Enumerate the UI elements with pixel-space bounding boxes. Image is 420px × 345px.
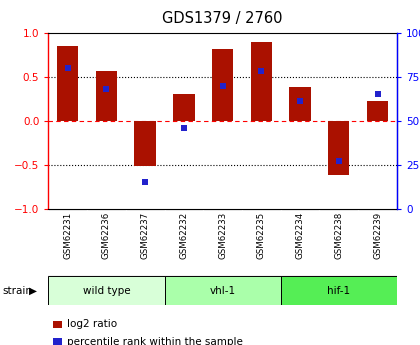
Text: GSM62235: GSM62235 bbox=[257, 212, 266, 259]
Text: hif-1: hif-1 bbox=[327, 286, 350, 296]
Bar bbox=[173, 94, 194, 121]
Bar bbox=[212, 49, 233, 121]
Bar bbox=[251, 41, 272, 121]
Text: GSM62237: GSM62237 bbox=[141, 212, 150, 259]
Text: strain: strain bbox=[2, 286, 32, 296]
Text: GSM62236: GSM62236 bbox=[102, 212, 111, 259]
Text: GSM62231: GSM62231 bbox=[63, 212, 72, 259]
Bar bbox=[328, 121, 349, 175]
Text: GSM62238: GSM62238 bbox=[334, 212, 343, 259]
Text: GSM62239: GSM62239 bbox=[373, 212, 382, 259]
Bar bbox=[367, 100, 388, 121]
Bar bbox=[57, 46, 78, 121]
Text: GSM62233: GSM62233 bbox=[218, 212, 227, 259]
Bar bbox=[134, 121, 156, 167]
Text: vhl-1: vhl-1 bbox=[210, 286, 236, 296]
Text: GSM62234: GSM62234 bbox=[296, 212, 304, 259]
Bar bbox=[281, 276, 397, 305]
Text: GSM62232: GSM62232 bbox=[179, 212, 188, 259]
Bar bbox=[165, 276, 281, 305]
Bar bbox=[289, 87, 311, 121]
Text: log2 ratio: log2 ratio bbox=[67, 319, 117, 329]
Text: ▶: ▶ bbox=[29, 286, 37, 296]
Text: wild type: wild type bbox=[83, 286, 130, 296]
Bar bbox=[48, 276, 165, 305]
Bar bbox=[96, 71, 117, 121]
Text: GDS1379 / 2760: GDS1379 / 2760 bbox=[163, 11, 283, 26]
Text: percentile rank within the sample: percentile rank within the sample bbox=[67, 337, 243, 345]
